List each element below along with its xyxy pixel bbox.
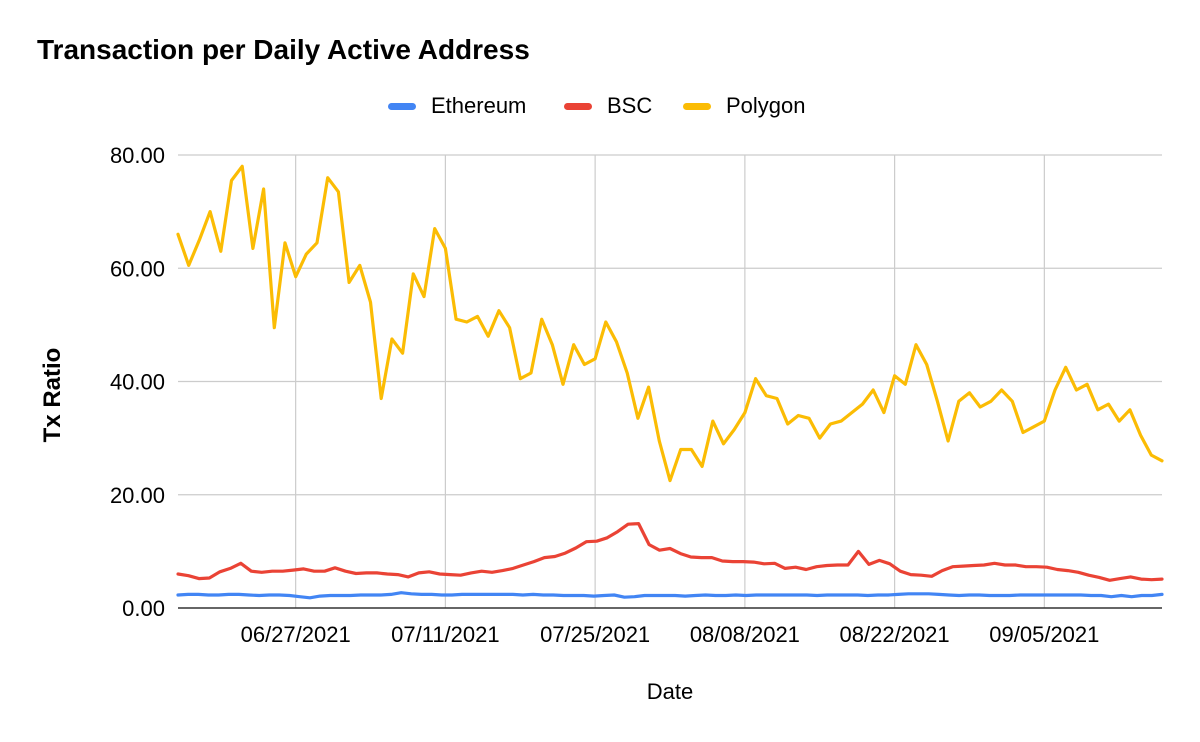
legend-swatch-bsc — [564, 102, 592, 110]
series-lines — [176, 164, 1164, 600]
legend-item-ethereum: Ethereum — [388, 92, 526, 120]
x-tick-label: 08/22/2021 — [840, 622, 950, 647]
y-tick-label: 20.00 — [110, 483, 165, 508]
legend-label-polygon: Polygon — [726, 93, 806, 118]
x-tick-label: 07/25/2021 — [540, 622, 650, 647]
legend-label-bsc: BSC — [607, 93, 653, 118]
series-line-polygon — [176, 164, 1164, 483]
x-tick-label: 06/27/2021 — [241, 622, 351, 647]
x-tick-label: 07/11/2021 — [391, 622, 499, 647]
legend-label-ethereum: Ethereum — [431, 93, 527, 118]
y-axis-ticks: 0.00 20.00 40.00 60.00 80.00 — [110, 143, 165, 621]
series-line-bsc — [176, 521, 1164, 582]
y-tick-label: 60.00 — [110, 256, 165, 281]
series-line-ethereum — [176, 591, 1164, 600]
x-axis-ticks: 06/27/2021 07/11/2021 07/25/2021 08/08/2021… — [241, 622, 1100, 647]
gridlines — [178, 154, 1162, 608]
legend-swatch-ethereum — [388, 102, 416, 110]
y-axis-title: Tx Ratio — [39, 348, 66, 443]
legend-item-polygon: Polygon — [683, 92, 806, 120]
legend-item-bsc: BSC — [564, 92, 652, 120]
y-tick-label: 80.00 — [110, 143, 165, 168]
y-tick-label: 0.00 — [122, 596, 165, 621]
legend: Ethereum BSC Polygon — [0, 92, 1200, 120]
legend-swatch-polygon — [683, 102, 711, 110]
x-tick-label: 09/05/2021 — [989, 622, 1099, 647]
chart-title: Transaction per Daily Active Address — [37, 34, 530, 65]
x-axis-title: Date — [647, 679, 693, 704]
x-tick-label: 08/08/2021 — [690, 622, 800, 647]
y-tick-label: 40.00 — [110, 370, 165, 395]
